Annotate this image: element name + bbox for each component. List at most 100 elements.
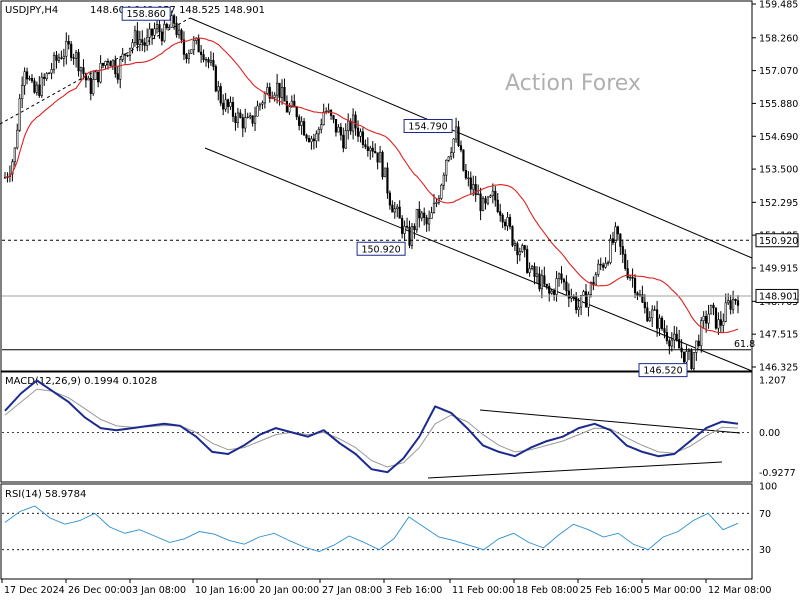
price-candle-body xyxy=(459,145,463,151)
price-candle-body xyxy=(278,82,281,98)
price-axis-label: 154.690 xyxy=(759,132,798,143)
price-axis-label: 158.260 xyxy=(759,33,798,44)
price-candle-body xyxy=(565,281,568,292)
price-candle-body xyxy=(253,115,257,124)
price-candle-body xyxy=(77,52,80,72)
price-candle-body xyxy=(484,198,487,204)
price-candle-body xyxy=(280,87,284,98)
time-axis-label: 25 Feb 16:00 xyxy=(580,585,642,596)
price-candle-body xyxy=(143,42,146,46)
price-candle-body xyxy=(606,262,610,264)
price-candle-body xyxy=(35,84,38,93)
price-candle-body xyxy=(570,296,573,299)
current-price-box xyxy=(755,288,799,303)
macd-pane-frame xyxy=(0,371,753,483)
price-candle-body xyxy=(543,275,546,285)
price-candle-body xyxy=(371,147,374,152)
price-candle-body xyxy=(535,273,539,277)
price-candle-body xyxy=(702,315,705,321)
price-candle-body xyxy=(158,24,161,33)
price-candle-body xyxy=(695,340,698,353)
price-candle-body xyxy=(285,100,289,113)
channel-lower-line xyxy=(204,147,753,372)
price-candle-body xyxy=(727,300,730,304)
price-candle-body xyxy=(629,276,632,279)
price-candle-body xyxy=(508,217,512,227)
price-candle-body xyxy=(364,144,367,148)
price-candle-body xyxy=(305,134,308,139)
price-candle-body xyxy=(584,291,588,308)
macd-title: MACD(12,26,9) 0.1994 0.1028 xyxy=(5,376,157,387)
macd-axis-label: 1.207 xyxy=(759,376,786,387)
price-candle-body xyxy=(454,126,458,140)
price-candle-body xyxy=(646,307,649,322)
price-candle-body xyxy=(709,304,713,315)
price-candle-body xyxy=(136,30,139,46)
price-candle-body xyxy=(106,60,110,63)
rsi-pane-frame xyxy=(0,483,753,580)
price-candle-body xyxy=(94,71,97,80)
price-candle-body xyxy=(312,138,315,142)
price-candle-body xyxy=(712,304,715,309)
price-candle-body xyxy=(719,319,722,326)
price-candle-body xyxy=(621,246,624,255)
price-candle-body xyxy=(624,253,627,269)
price-candle-body xyxy=(148,28,151,38)
price-candle-body xyxy=(589,282,593,295)
price-candle-body xyxy=(187,53,190,60)
price-candle-body xyxy=(40,76,43,96)
price-axis-label: 159.485 xyxy=(759,0,798,11)
price-candle-body xyxy=(477,193,480,196)
price-axis-label: 147.515 xyxy=(759,330,798,341)
price-candle-body xyxy=(611,238,615,243)
price-candle-body xyxy=(533,266,536,277)
price-candle-body xyxy=(658,317,661,329)
price-candle-body xyxy=(430,212,433,219)
price-candle-body xyxy=(344,130,347,149)
time-axis-label: 26 Dec 00:00 xyxy=(68,585,132,596)
price-candle-body xyxy=(690,350,693,369)
price-candle-body xyxy=(146,36,149,46)
price-candle-body xyxy=(185,54,188,60)
price-candle-body xyxy=(121,53,124,60)
price-candle-body xyxy=(452,138,455,153)
price-candle-body xyxy=(474,184,477,196)
price-candle-body xyxy=(258,103,262,107)
price-candle-body xyxy=(190,49,193,54)
price-candle-body xyxy=(643,301,646,309)
price-candle-body xyxy=(177,29,181,36)
price-candle-body xyxy=(656,309,659,329)
price-candle-body xyxy=(638,294,642,296)
price-candle-body xyxy=(249,115,252,118)
price-candle-body xyxy=(170,15,173,28)
price-candle-body xyxy=(320,124,323,130)
price-candle-body xyxy=(268,87,271,99)
price-candle-body xyxy=(207,59,210,63)
price-candle-body xyxy=(288,106,291,113)
price-candle-body xyxy=(418,208,421,219)
price-candle-body xyxy=(472,184,475,190)
rsi-axis-label: 30 xyxy=(759,545,771,556)
time-axis-label: 27 Jan 08:00 xyxy=(322,585,382,596)
price-candle-body xyxy=(538,273,541,290)
price-candle-body xyxy=(155,24,159,30)
price-candle-body xyxy=(114,59,117,75)
price-candle-body xyxy=(11,161,14,175)
price-candle-body xyxy=(467,177,470,180)
price-candle-body xyxy=(33,80,36,93)
price-candle-body xyxy=(295,106,298,118)
macd-axis-label: 0.00 xyxy=(759,428,780,439)
rsi-line xyxy=(4,505,739,552)
macd-main-line xyxy=(4,379,739,474)
price-annotation: 158.860 xyxy=(121,6,171,21)
price-candle-body xyxy=(366,146,369,151)
price-candle-body xyxy=(685,351,688,363)
price-candle-body xyxy=(555,278,558,295)
macd-signal-line xyxy=(4,388,739,468)
price-candle-body xyxy=(722,321,725,326)
rsi-axis-label: 70 xyxy=(759,509,771,520)
price-candle-body xyxy=(717,319,720,329)
price-candle-body xyxy=(457,126,460,146)
price-candle-body xyxy=(631,276,634,279)
